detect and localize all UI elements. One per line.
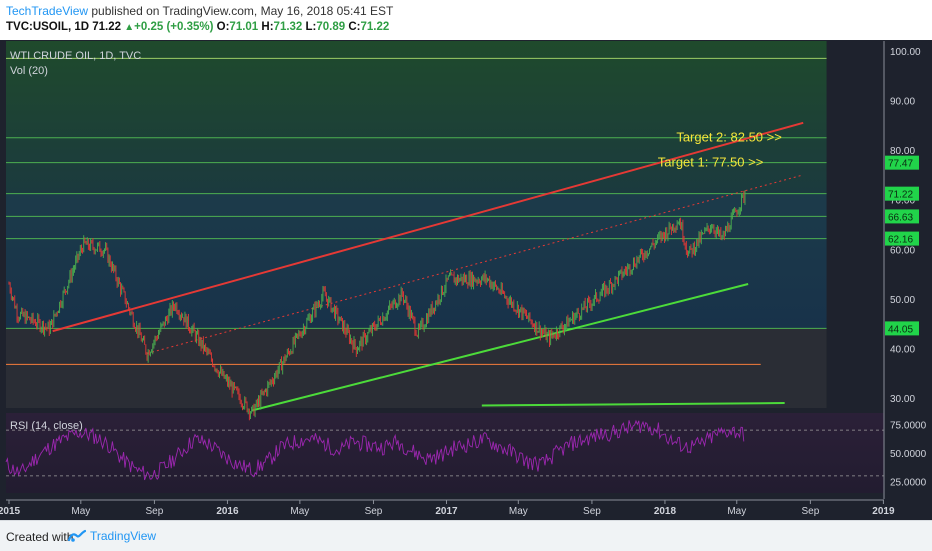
trendlines bbox=[52, 121, 804, 412]
axes: 100.00 90.00 80.00 70.00 60.00 50.00 40.00 30.0… bbox=[0, 41, 927, 517]
author-link[interactable]: TechTradeView bbox=[6, 4, 89, 18]
volume-legend: Vol (20) bbox=[10, 65, 48, 77]
time-tick-label: May bbox=[290, 506, 309, 517]
target-label: Target 1: 77.50 >> bbox=[658, 155, 764, 170]
close-value: 71.22 bbox=[360, 21, 390, 33]
time-tick-label: May bbox=[727, 506, 746, 517]
open-value: 71.01 bbox=[229, 21, 259, 33]
close-label: C: bbox=[348, 21, 361, 33]
time-tick-label: 2015 bbox=[0, 506, 21, 517]
green-trendline bbox=[481, 402, 785, 407]
price-label-box bbox=[885, 186, 919, 201]
tradingview-logo-icon bbox=[68, 529, 86, 542]
time-tick-label: 2018 bbox=[654, 506, 677, 517]
price-label-box bbox=[885, 155, 919, 170]
target-label: Target 2: 82.50 >> bbox=[676, 130, 782, 145]
chart-title: WTI CRUDE OIL, 1D, TVC bbox=[10, 50, 142, 62]
rsi-pane bbox=[5, 419, 884, 481]
time-tick-label: Sep bbox=[801, 506, 819, 517]
time-tick-label: Sep bbox=[146, 506, 164, 517]
price-chart[interactable]: Target 1: 77.50 >> Target 2: 82.50 >> 100… bbox=[0, 40, 932, 520]
price-tick-label: 80.00 bbox=[890, 146, 915, 157]
low-value: 70.89 bbox=[316, 21, 346, 33]
upper-zone bbox=[6, 41, 827, 194]
red-trendline bbox=[147, 174, 804, 354]
rsi-tick-label: 50.0000 bbox=[890, 449, 927, 460]
price-label: 66.63 bbox=[888, 212, 913, 223]
last-price: 71.22 bbox=[92, 21, 122, 33]
time-tick-label: 2017 bbox=[435, 506, 458, 517]
price-tick-label: 60.00 bbox=[890, 245, 915, 256]
up-triangle-icon: ▲ bbox=[124, 22, 135, 33]
published-text: published on TradingView.com, May 16, 20… bbox=[88, 4, 394, 18]
footer: Created with TradingView bbox=[0, 520, 932, 551]
price-label-box bbox=[885, 209, 919, 224]
chart-zones bbox=[6, 41, 884, 493]
time-tick-label: 2016 bbox=[216, 506, 239, 517]
tradingview-link[interactable]: TradingView bbox=[90, 529, 157, 543]
symbol-label: TVC:USOIL, 1D bbox=[6, 21, 90, 33]
time-tick-label: 2019 bbox=[872, 506, 895, 517]
open-label: O: bbox=[216, 21, 230, 33]
price-label-box bbox=[885, 231, 919, 246]
price-tick-label: 50.00 bbox=[890, 295, 915, 306]
price-label: 77.47 bbox=[888, 159, 913, 170]
quote-line: TVC:USOIL, 1D 71.22 ▲+0.25 (+0.35%) O:71… bbox=[6, 21, 389, 33]
red-trendline bbox=[52, 121, 804, 333]
rsi-legend: RSI (14, close) bbox=[10, 420, 83, 432]
price-label: 44.05 bbox=[888, 324, 913, 335]
annotations: Target 1: 77.50 >> Target 2: 82.50 >> bbox=[658, 130, 782, 170]
price-change: +0.25 (+0.35%) bbox=[134, 21, 214, 33]
time-tick-label: Sep bbox=[583, 506, 601, 517]
price-label-box bbox=[885, 321, 919, 336]
time-tick-label: May bbox=[71, 506, 90, 517]
price-tick-label: 90.00 bbox=[890, 97, 915, 108]
price-label: 71.22 bbox=[888, 190, 913, 201]
candles bbox=[8, 190, 746, 421]
rsi-tick-label: 75.0000 bbox=[890, 420, 927, 431]
time-tick-label: May bbox=[509, 506, 528, 517]
low-label: L: bbox=[305, 21, 317, 33]
publish-header: TechTradeView published on TradingView.c… bbox=[0, 0, 932, 40]
price-tick-label: 40.00 bbox=[890, 344, 915, 355]
time-tick-label: Sep bbox=[365, 506, 383, 517]
horizontal-levels bbox=[6, 57, 827, 365]
high-value: 71.32 bbox=[273, 21, 303, 33]
high-label: H: bbox=[261, 21, 274, 33]
price-tick-label: 100.00 bbox=[890, 47, 921, 58]
created-with-text: Created with bbox=[6, 530, 74, 544]
price-label: 62.16 bbox=[888, 235, 913, 246]
price-tick-label: 70.00 bbox=[890, 196, 915, 207]
rsi-tick-label: 25.0000 bbox=[890, 478, 927, 489]
price-tick-label: 30.00 bbox=[890, 394, 915, 405]
rsi-background bbox=[6, 413, 884, 493]
publish-line: TechTradeView published on TradingView.c… bbox=[6, 4, 393, 18]
rsi-line bbox=[5, 419, 745, 481]
green-trendline bbox=[251, 283, 749, 412]
middle-zone bbox=[6, 193, 827, 329]
